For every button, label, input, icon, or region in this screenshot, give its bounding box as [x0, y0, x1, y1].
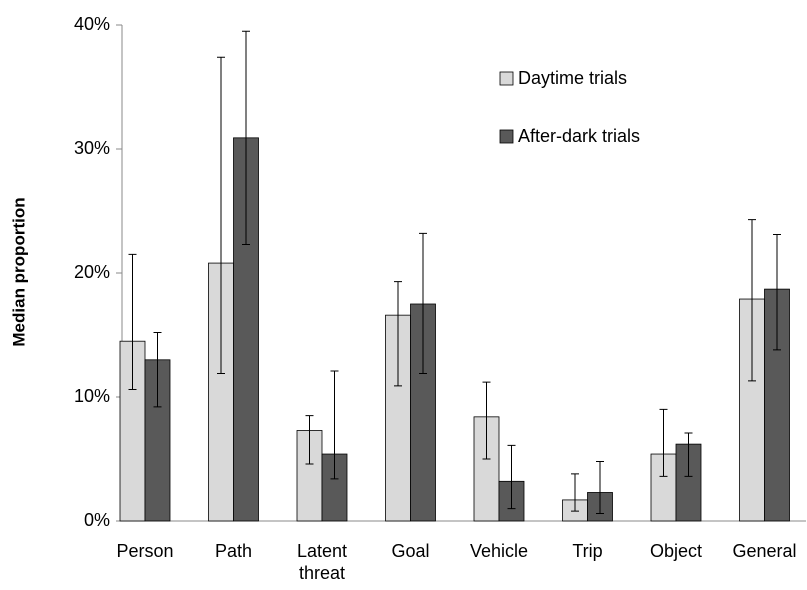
x-tick-label: Path [214, 541, 253, 561]
x-tick-label: Goal [391, 541, 430, 561]
error-bar [305, 415, 314, 465]
error-bar [507, 444, 516, 510]
y-tick-label: 40% [74, 14, 110, 34]
y-tick-label: 0% [84, 510, 110, 530]
error-bar [571, 473, 579, 512]
x-tick-label: General [732, 541, 797, 561]
error-bar [748, 219, 756, 382]
error-bar [419, 232, 427, 374]
y-tick-label: 20% [74, 262, 110, 282]
error-bar [330, 370, 339, 480]
error-bar [153, 332, 162, 408]
x-tick-label: Object [649, 541, 703, 561]
error-bar [659, 408, 668, 477]
x-tick-label: Vehicle [469, 541, 529, 561]
x-tick-label: Latent threat [296, 541, 348, 583]
legend-swatch [499, 71, 514, 86]
y-axis-label: Median proportion [9, 197, 28, 346]
error-bar [596, 460, 604, 515]
error-bar [684, 432, 693, 477]
legend-label: Daytime trials [518, 68, 627, 88]
error-bar [394, 281, 402, 387]
legend-swatch [499, 129, 514, 144]
error-bar [242, 30, 250, 245]
x-tick-label: Person [116, 541, 174, 561]
x-tick-label: Trip [572, 541, 603, 561]
error-bar [773, 234, 781, 351]
error-bar [482, 381, 491, 460]
y-tick-label: 10% [74, 386, 110, 406]
y-tick-label: 30% [74, 138, 110, 158]
legend-label: After-dark trials [518, 126, 640, 146]
error-bar [217, 56, 225, 374]
error-bar [128, 253, 137, 391]
